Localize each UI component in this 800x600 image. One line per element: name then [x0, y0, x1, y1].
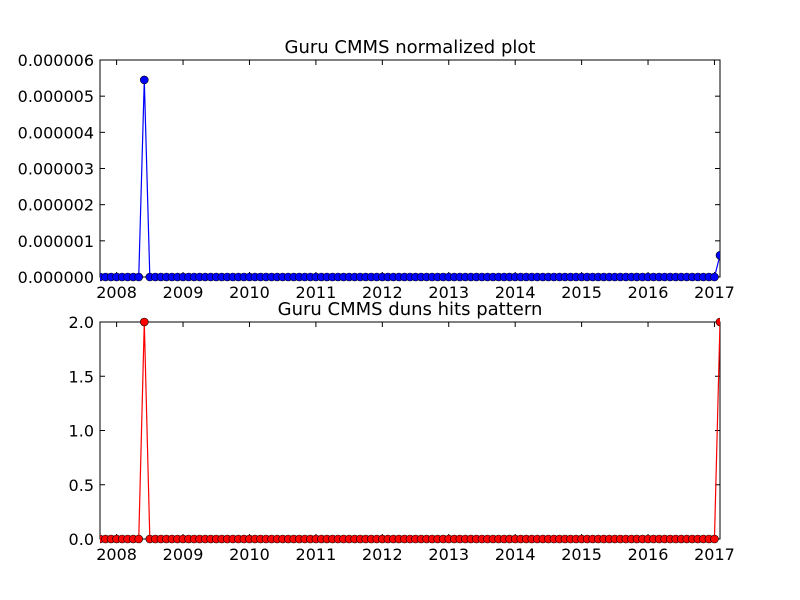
y-tick-label: 0.5 — [69, 476, 94, 495]
y-tick-label: 0.000001 — [18, 232, 94, 251]
x-tick-label: 2012 — [362, 283, 403, 302]
y-tick-label: 0.000000 — [18, 268, 94, 287]
series-line — [100, 321, 720, 540]
y-tick-label: 1.0 — [69, 422, 94, 441]
x-tick-label: 2014 — [495, 283, 536, 302]
data-point — [139, 317, 149, 327]
series-group — [100, 75, 720, 282]
x-tick-label: 2011 — [296, 545, 337, 564]
series-group — [100, 317, 720, 544]
x-tick-label: 2013 — [428, 283, 469, 302]
plot-area-frame — [99, 321, 721, 540]
x-tick-label: 2010 — [229, 283, 270, 302]
data-point — [715, 317, 720, 327]
x-tick-label: 2012 — [362, 545, 403, 564]
x-tick-label: 2008 — [96, 545, 137, 564]
y-tick-label: 0.000002 — [18, 196, 94, 215]
x-tick-label: 2017 — [694, 283, 735, 302]
data-point — [710, 272, 719, 282]
data-point — [139, 75, 149, 85]
plot-area-frame — [99, 59, 721, 278]
x-tick-label: 2017 — [694, 545, 735, 564]
y-tick-label: 0.000004 — [18, 123, 94, 142]
x-tick-label: 2014 — [495, 545, 536, 564]
y-tick-label: 1.5 — [69, 367, 94, 386]
y-tick-label: 2.0 — [69, 313, 94, 332]
data-point — [134, 534, 144, 544]
data-point — [710, 534, 719, 544]
series-line — [100, 79, 720, 278]
chart-title: Guru CMMS normalized plot — [285, 37, 536, 58]
data-point — [134, 272, 144, 282]
x-tick-label: 2010 — [229, 545, 270, 564]
x-tick-label: 2013 — [428, 545, 469, 564]
y-tick-label: 0.0 — [69, 530, 94, 549]
y-tick-label: 0.000003 — [18, 160, 94, 179]
normalized-plot-panel: Guru CMMS normalized plot 0.000000 0.0000… — [18, 37, 735, 302]
data-point — [715, 251, 720, 260]
x-tick-label: 2016 — [628, 545, 669, 564]
x-tick-label: 2009 — [163, 545, 204, 564]
duns-hits-panel: Guru CMMS duns hits pattern 0.0 0.5 1.0 1.5… — [69, 299, 735, 564]
x-tick-label: 2015 — [561, 545, 602, 564]
x-tick-label: 2008 — [96, 283, 137, 302]
x-tick-label: 2015 — [561, 283, 602, 302]
y-tick-label: 0.000005 — [18, 87, 94, 106]
chart-title: Guru CMMS duns hits pattern — [278, 299, 543, 320]
x-tick-label: 2011 — [296, 283, 337, 302]
x-tick-label: 2016 — [628, 283, 669, 302]
y-tick-label: 0.000006 — [18, 51, 94, 70]
x-tick-label: 2009 — [163, 283, 204, 302]
